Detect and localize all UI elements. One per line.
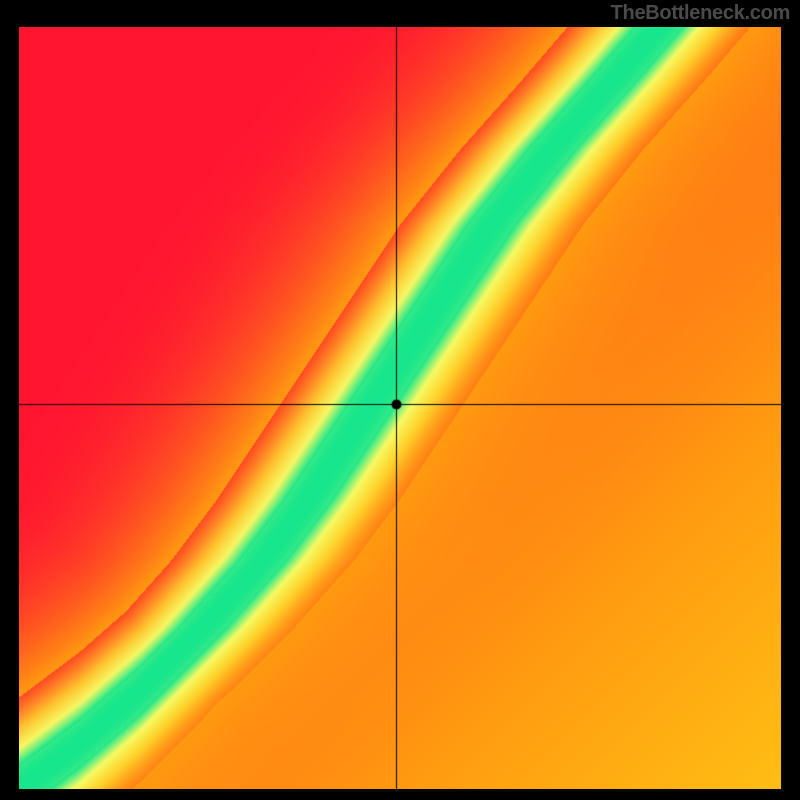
chart-container: TheBottleneck.com: [0, 0, 800, 800]
crosshair-overlay: [19, 27, 781, 789]
attribution-watermark: TheBottleneck.com: [611, 2, 790, 25]
